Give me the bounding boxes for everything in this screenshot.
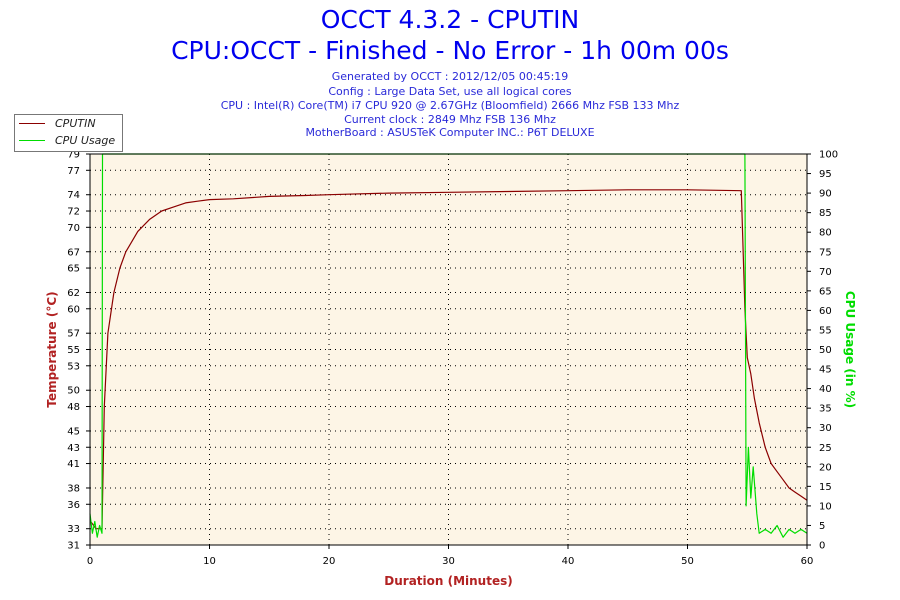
right-tick-label: 30 bbox=[819, 423, 832, 434]
chart-title: OCCT 4.3.2 - CPUTIN bbox=[320, 5, 580, 34]
left-tick-label: 79 bbox=[67, 150, 80, 161]
left-tick-label: 53 bbox=[67, 361, 80, 372]
right-tick-label: 65 bbox=[819, 286, 832, 297]
x-axis-title: Duration (Minutes) bbox=[384, 574, 512, 588]
right-tick-label: 85 bbox=[819, 208, 832, 219]
right-tick-label: 25 bbox=[819, 443, 832, 454]
right-tick-label: 60 bbox=[819, 306, 832, 317]
right-tick-label: 50 bbox=[819, 345, 832, 356]
legend-item-cpu-usage: CPU Usage bbox=[19, 133, 119, 149]
left-axis-title: Temperature (°C) bbox=[45, 291, 59, 407]
x-tick-label: 40 bbox=[562, 556, 575, 567]
legend-item-cputin: CPUTIN bbox=[19, 116, 119, 132]
info-line-motherboard: MotherBoard : ASUSTeK Computer INC.: P6T… bbox=[305, 126, 595, 139]
right-tick-label: 80 bbox=[819, 228, 832, 239]
left-tick-label: 72 bbox=[67, 207, 80, 218]
legend-label-cpu-usage: CPU Usage bbox=[55, 134, 116, 147]
left-tick-label: 67 bbox=[67, 247, 80, 258]
left-tick-label: 74 bbox=[67, 190, 80, 201]
left-tick-label: 62 bbox=[67, 288, 80, 299]
right-tick-label: 35 bbox=[819, 404, 832, 415]
left-tick-label: 38 bbox=[67, 483, 80, 494]
right-tick-label: 5 bbox=[819, 521, 825, 532]
right-tick-label: 15 bbox=[819, 482, 832, 493]
right-axis-ticks: 0 5 10 15 20 25 30 35 40 45 50 55 60 65 70 75 80 85 90 95 10… bbox=[807, 150, 838, 552]
left-tick-label: 55 bbox=[67, 345, 80, 356]
grid-lines bbox=[90, 154, 807, 545]
left-tick-label: 48 bbox=[67, 402, 80, 413]
left-tick-label: 77 bbox=[67, 166, 80, 177]
chart-legend: CPUTIN CPU Usage bbox=[14, 114, 123, 152]
info-line-generated: Generated by OCCT : 2012/12/05 00:45:19 bbox=[331, 70, 569, 83]
right-tick-label: 0 bbox=[819, 541, 825, 552]
left-tick-label: 65 bbox=[67, 264, 80, 275]
right-tick-label: 55 bbox=[819, 325, 832, 336]
right-tick-label: 70 bbox=[819, 267, 832, 278]
series-layer bbox=[89, 153, 808, 538]
x-axis-ticks: 0 10 20 30 40 50 60 bbox=[87, 545, 814, 567]
info-line-config: Config : Large Data Set, use all logical… bbox=[328, 85, 572, 98]
left-tick-label: 33 bbox=[67, 524, 80, 535]
left-tick-label: 31 bbox=[67, 541, 80, 552]
legend-swatch-cpu-usage bbox=[19, 140, 45, 141]
info-line-cpu: CPU : Intel(R) Core(TM) i7 CPU 920 @ 2.6… bbox=[220, 99, 680, 112]
x-tick-label: 50 bbox=[681, 556, 694, 567]
x-tick-label: 60 bbox=[801, 556, 814, 567]
right-tick-label: 20 bbox=[819, 462, 832, 473]
x-tick-label: 10 bbox=[203, 556, 216, 567]
left-tick-label: 43 bbox=[67, 443, 80, 454]
right-tick-label: 75 bbox=[819, 247, 832, 258]
right-tick-label: 95 bbox=[819, 169, 832, 180]
series-line-cpu-usage bbox=[89, 153, 808, 538]
left-tick-label: 45 bbox=[67, 426, 80, 437]
right-tick-label: 10 bbox=[819, 501, 832, 512]
right-tick-label: 45 bbox=[819, 365, 832, 376]
right-tick-label: 90 bbox=[819, 189, 832, 200]
left-tick-label: 60 bbox=[67, 304, 80, 315]
left-tick-label: 41 bbox=[67, 459, 80, 470]
chart-subtitle: CPU:OCCT - Finished - No Error - 1h 00m … bbox=[171, 36, 729, 65]
left-tick-label: 57 bbox=[67, 329, 80, 340]
info-line-clock: Current clock : 2849 Mhz FSB 136 Mhz bbox=[344, 113, 556, 126]
legend-label-cputin: CPUTIN bbox=[55, 117, 96, 130]
right-tick-label: 100 bbox=[819, 150, 838, 161]
left-tick-label: 50 bbox=[67, 386, 80, 397]
legend-swatch-cputin bbox=[19, 123, 45, 124]
right-tick-label: 40 bbox=[819, 384, 832, 395]
x-tick-label: 0 bbox=[87, 556, 93, 567]
x-tick-label: 30 bbox=[442, 556, 455, 567]
left-tick-label: 36 bbox=[67, 500, 80, 511]
series-line-cputin bbox=[89, 189, 808, 530]
x-tick-label: 20 bbox=[323, 556, 336, 567]
right-axis-title: CPU Usage (in %) bbox=[843, 291, 857, 408]
left-tick-label: 70 bbox=[67, 223, 80, 234]
left-axis-ticks: 31 33 36 38 41 43 45 48 50 53 55 57 60 62 65 67 70 72 74 77… bbox=[67, 150, 90, 552]
